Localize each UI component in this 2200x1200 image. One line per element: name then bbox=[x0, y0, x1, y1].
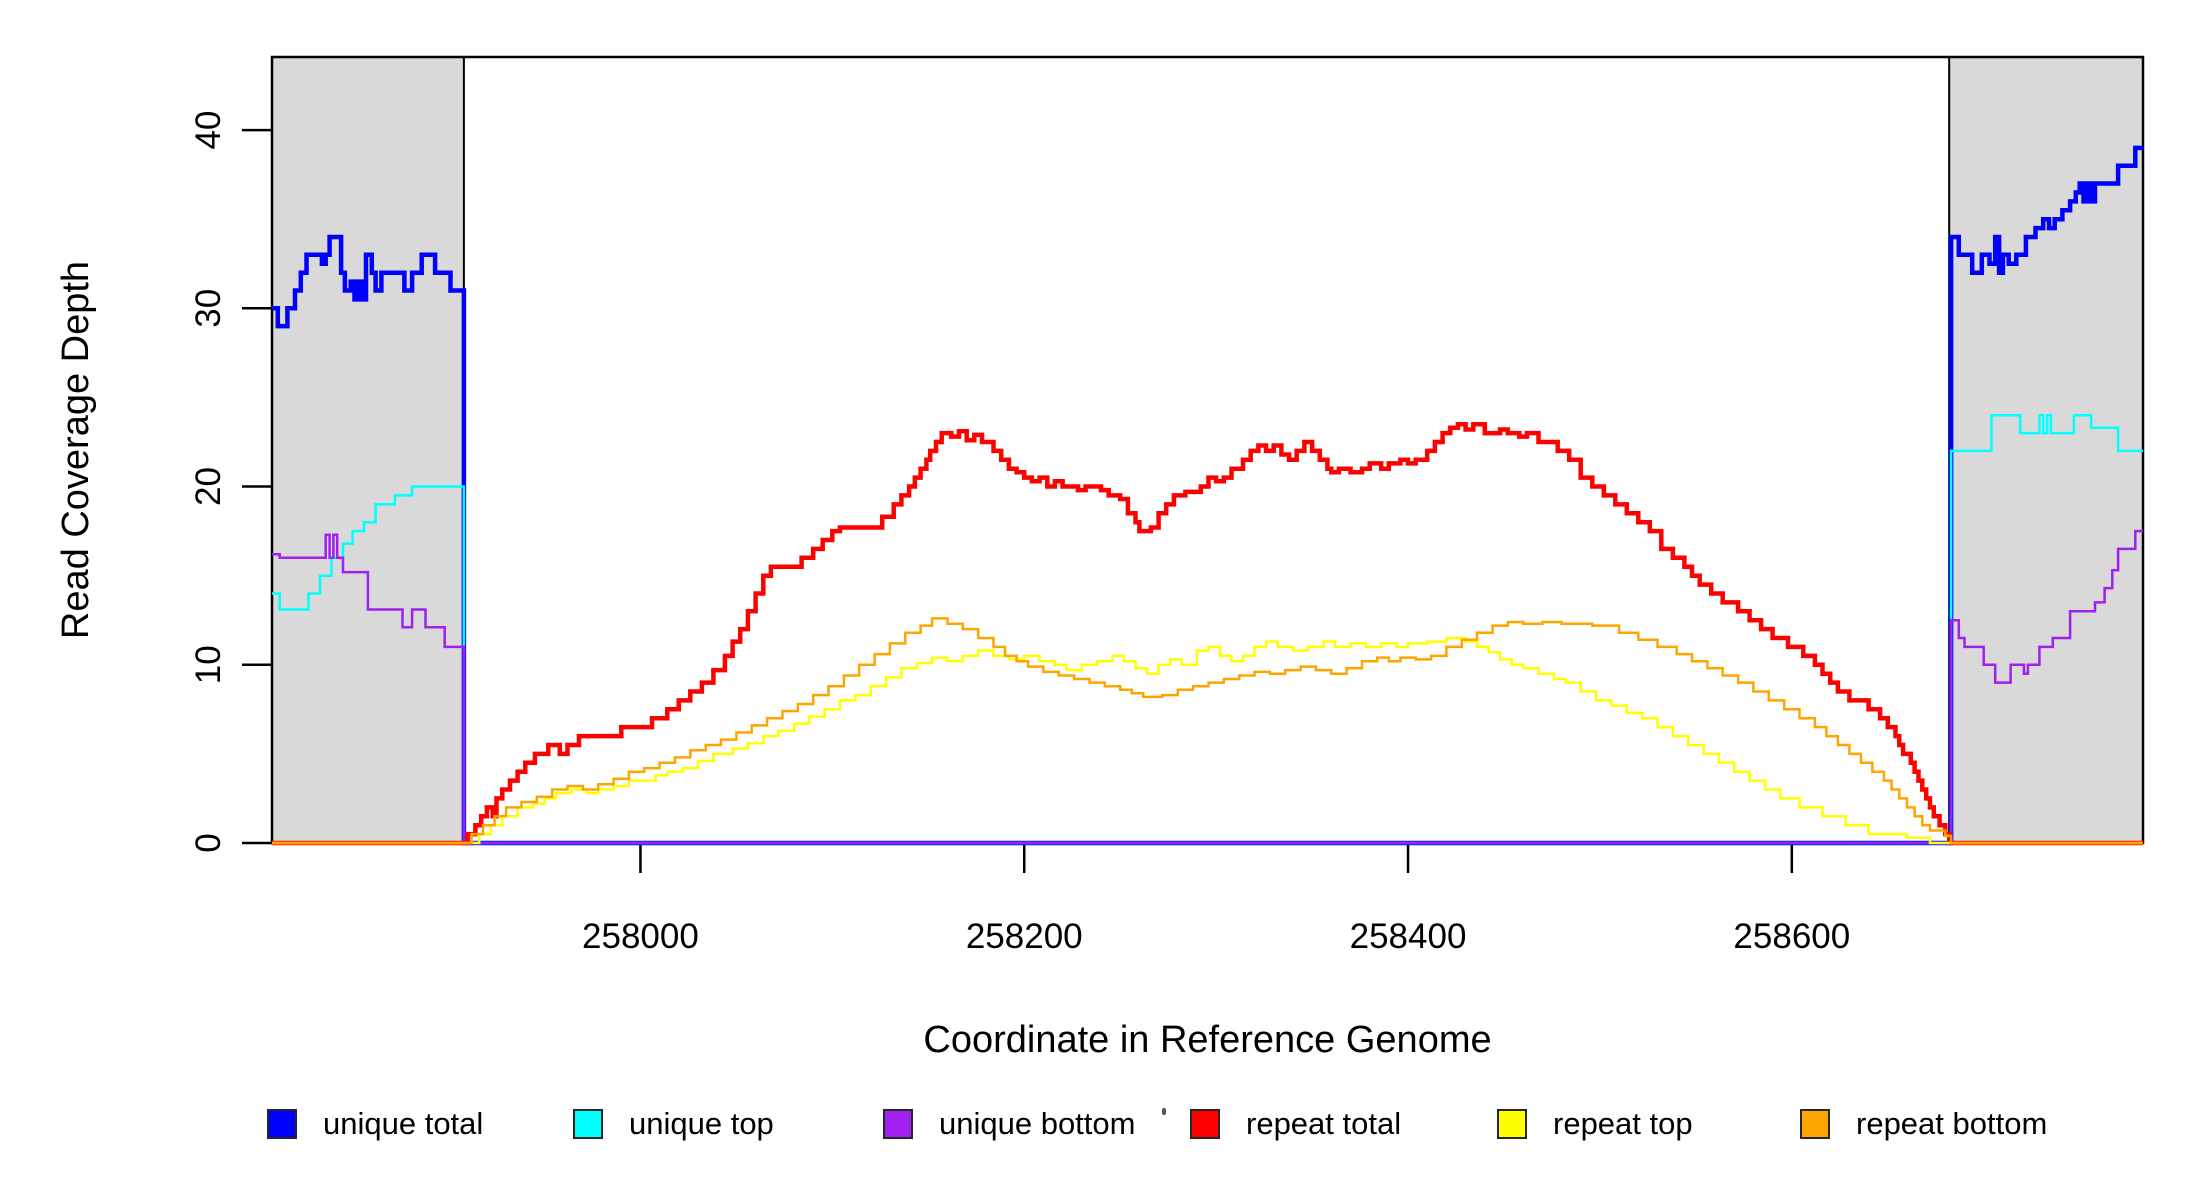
series-repeat-total bbox=[272, 421, 2143, 846]
y-tick-label: 30 bbox=[189, 289, 228, 328]
plot-box bbox=[270, 55, 2145, 845]
unique-total-swatch-icon bbox=[267, 1109, 297, 1139]
x-tick-label: 258400 bbox=[1350, 917, 1467, 956]
shaded-region-0 bbox=[271, 56, 465, 844]
y-tick-label: 40 bbox=[189, 111, 228, 150]
legend-item-unique-bottom: unique bottom bbox=[883, 1096, 1135, 1152]
y-tick-label: 0 bbox=[189, 833, 228, 852]
series-repeat-top bbox=[272, 636, 2143, 845]
legend-item-repeat-top: repeat top bbox=[1497, 1096, 1693, 1152]
legend-label: unique bottom bbox=[939, 1106, 1136, 1141]
legend-label: repeat total bbox=[1246, 1106, 1402, 1141]
y-axis-title: Read Coverage Depth bbox=[55, 261, 97, 639]
legend-item-unique-total: unique total bbox=[267, 1096, 483, 1152]
series-repeat-bottom bbox=[272, 617, 2143, 845]
legend-label: unique top bbox=[629, 1106, 774, 1141]
plot-legend: unique total unique top unique bottom re… bbox=[0, 1096, 2200, 1152]
series-unique-bottom bbox=[272, 529, 2143, 845]
y-tick-label: 10 bbox=[189, 645, 228, 684]
legend-label: repeat bottom bbox=[1856, 1106, 2048, 1141]
x-axis-title: Coordinate in Reference Genome bbox=[923, 1019, 1491, 1061]
legend-item-unique-top: unique top bbox=[573, 1096, 774, 1152]
series-unique-total bbox=[272, 145, 2143, 846]
legend-label: repeat top bbox=[1553, 1106, 1693, 1141]
unique-bottom-swatch-icon bbox=[883, 1109, 913, 1139]
legend-item-repeat-total: repeat total bbox=[1190, 1096, 1401, 1152]
repeat-bottom-swatch-icon bbox=[1800, 1109, 1830, 1139]
repeat-top-swatch-icon bbox=[1497, 1109, 1527, 1139]
legend-label: unique total bbox=[323, 1106, 484, 1141]
repeat-total-swatch-icon bbox=[1190, 1109, 1220, 1139]
x-tick-label: 258000 bbox=[582, 917, 699, 956]
legend-item-repeat-bottom: repeat bottom bbox=[1800, 1096, 2047, 1152]
y-tick-label: 20 bbox=[189, 467, 228, 506]
x-tick-label: 258200 bbox=[966, 917, 1083, 956]
x-tick-label: 258600 bbox=[1733, 917, 1850, 956]
stray-mark bbox=[1162, 1108, 1166, 1115]
unique-top-swatch-icon bbox=[573, 1109, 603, 1139]
